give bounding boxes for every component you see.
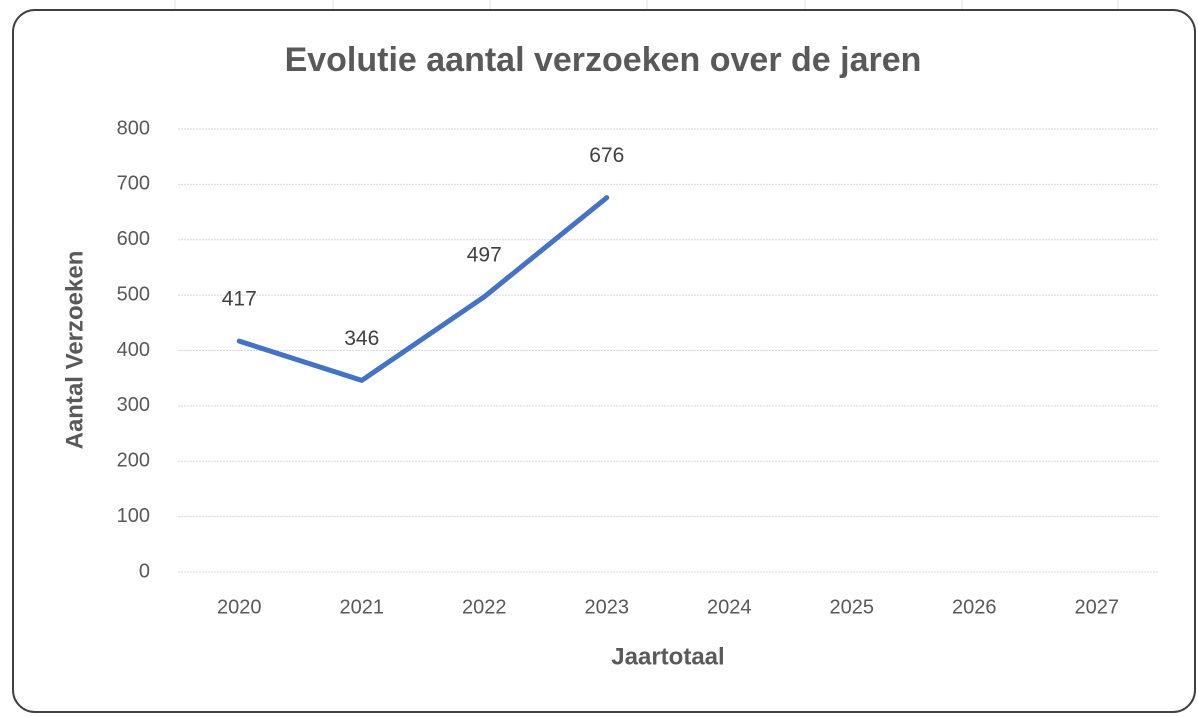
x-tick-label: 2026: [952, 596, 997, 618]
data-label: 346: [344, 327, 379, 350]
y-tick-label: 400: [117, 339, 150, 361]
x-tick-label: 2023: [585, 596, 630, 618]
y-tick-label: 200: [117, 450, 150, 472]
data-label: 497: [467, 243, 502, 266]
data-label: 676: [589, 144, 624, 167]
y-tick-label: 600: [117, 228, 150, 250]
y-tick-label: 500: [117, 283, 150, 305]
x-tick-label: 2020: [217, 596, 262, 618]
y-axis-title: Aantal Verzoeken: [61, 251, 88, 450]
x-tick-label: 2021: [340, 596, 385, 618]
data-label: 417: [222, 288, 257, 311]
sheet-background: [174, 0, 1119, 12]
y-tick-label: 700: [117, 173, 150, 195]
y-tick-label: 300: [117, 394, 150, 416]
y-tick-label: 800: [117, 117, 150, 139]
x-tick-label: 2022: [462, 596, 507, 618]
chart-frame: [12, 9, 1196, 713]
x-tick-label: 2024: [707, 596, 752, 618]
x-axis-title: Jaartotaal: [611, 643, 724, 670]
y-tick-label: 0: [139, 560, 150, 582]
y-tick-label: 100: [117, 505, 150, 527]
x-tick-label: 2025: [830, 596, 875, 618]
chart-title: Evolutie aantal verzoeken over de jaren: [285, 41, 922, 79]
x-tick-label: 2027: [1075, 596, 1120, 618]
line-series: [236, 195, 610, 383]
